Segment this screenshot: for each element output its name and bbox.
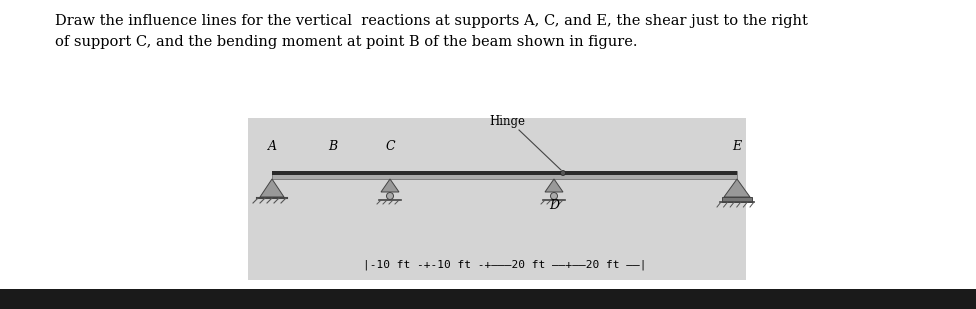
Text: A: A bbox=[267, 140, 276, 153]
Polygon shape bbox=[724, 179, 750, 197]
Text: Draw the influence lines for the vertical  reactions at supports A, C, and E, th: Draw the influence lines for the vertica… bbox=[55, 14, 808, 49]
Bar bbox=[272, 171, 737, 179]
Bar bbox=[272, 171, 737, 175]
Bar bbox=[248, 118, 746, 280]
Text: C: C bbox=[386, 140, 395, 153]
Polygon shape bbox=[545, 179, 563, 192]
Bar bbox=[722, 197, 752, 202]
Circle shape bbox=[386, 193, 393, 200]
Bar bbox=[0, 289, 976, 309]
Polygon shape bbox=[381, 179, 399, 192]
Circle shape bbox=[550, 193, 557, 200]
Text: Hinge: Hinge bbox=[489, 115, 525, 128]
Text: D: D bbox=[549, 199, 559, 212]
Polygon shape bbox=[260, 179, 284, 197]
Text: B: B bbox=[329, 140, 338, 153]
Circle shape bbox=[560, 171, 565, 176]
Text: E: E bbox=[732, 140, 742, 153]
Text: |-10 ft -+-10 ft -+———20 ft ——+——20 ft ——|: |-10 ft -+-10 ft -+———20 ft ——+——20 ft —… bbox=[363, 260, 646, 270]
